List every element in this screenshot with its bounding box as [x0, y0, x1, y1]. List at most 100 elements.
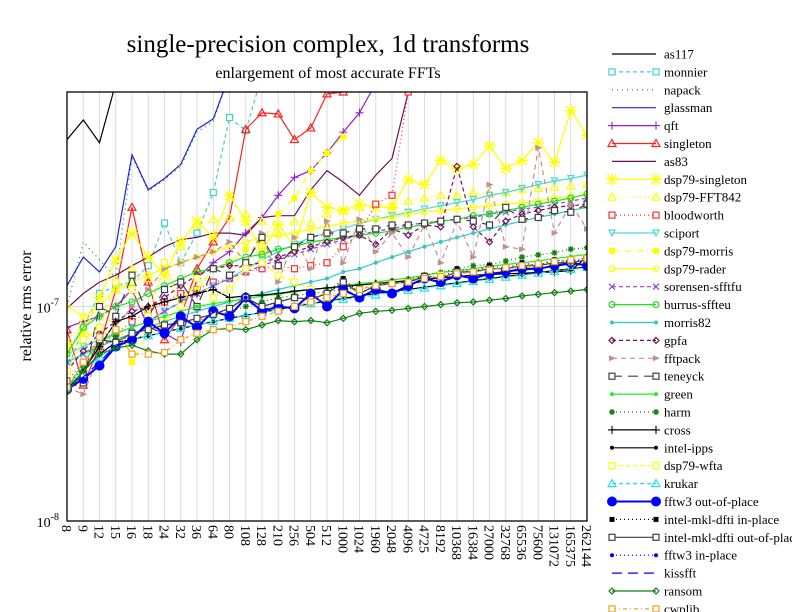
data-point [194, 254, 201, 261]
data-point [290, 287, 299, 296]
data-point [518, 199, 526, 207]
data-point [175, 241, 186, 251]
data-point [518, 184, 526, 193]
data-point [549, 266, 560, 275]
data-point [275, 279, 283, 286]
legend-item: teneyck [608, 369, 705, 384]
data-point [321, 208, 333, 218]
data-point [567, 208, 575, 216]
data-point [225, 113, 234, 122]
data-point [67, 337, 73, 347]
data-point [565, 264, 576, 273]
data-point [402, 173, 415, 186]
data-point [389, 230, 396, 237]
data-point [339, 243, 347, 251]
data-point [290, 294, 299, 302]
data-point [258, 259, 266, 267]
data-point [112, 278, 120, 286]
data-point [420, 302, 429, 311]
data-point [608, 372, 616, 380]
data-point [370, 289, 381, 299]
data-point [290, 243, 299, 251]
data-point [485, 266, 494, 274]
data-point [583, 171, 587, 180]
data-point [274, 289, 283, 298]
data-point [274, 253, 283, 261]
data-point [290, 247, 299, 256]
data-point [307, 233, 315, 241]
legend-item: sorensen-sfftfu [608, 279, 742, 294]
data-point [290, 278, 299, 286]
data-point [339, 219, 347, 227]
data-point [534, 213, 542, 222]
data-point [242, 259, 250, 267]
data-point [354, 202, 365, 211]
data-point [373, 260, 378, 265]
data-point [67, 358, 71, 366]
data-point [551, 249, 558, 256]
x-tick-label: 8 [58, 525, 73, 532]
data-point [404, 92, 412, 96]
data-point [356, 216, 364, 223]
data-point [111, 344, 120, 352]
data-point [357, 266, 362, 271]
legend-item: green [610, 387, 693, 402]
data-point [650, 138, 662, 148]
legend-item: monnier [608, 64, 708, 79]
data-point [145, 330, 152, 337]
data-point [608, 68, 616, 76]
data-point [256, 215, 268, 225]
data-point [146, 319, 151, 324]
legend-label: fftpack [664, 351, 701, 366]
legend-item: intel-mkl-dfti in-place [609, 512, 779, 527]
legend-item: krukar [606, 476, 699, 491]
legend-item: dsp79-rader [608, 261, 727, 276]
legend-item: singleton [606, 136, 712, 151]
data-point [339, 229, 347, 237]
data-point [420, 208, 429, 216]
data-point [549, 181, 560, 191]
data-point [209, 282, 218, 291]
legend-item: intel-ipps [610, 440, 713, 455]
data-point [195, 309, 199, 314]
data-point [258, 250, 266, 258]
legend-item: bloodworth [608, 208, 724, 223]
data-point [158, 269, 171, 282]
data-point [403, 195, 414, 205]
plot-frame [66, 91, 588, 522]
data-point [242, 318, 250, 326]
data-point [606, 478, 618, 488]
data-point [243, 295, 248, 300]
legend-item: kissfft [612, 566, 697, 581]
data-point [306, 242, 315, 251]
plot-area [67, 92, 587, 398]
data-point [193, 274, 201, 283]
data-point [274, 307, 282, 315]
data-point [325, 276, 329, 281]
data-point [654, 392, 658, 397]
y-tick-label: 10-8 [37, 512, 59, 531]
data-point [79, 312, 87, 320]
data-point [355, 225, 364, 233]
data-point [608, 336, 616, 345]
data-point [325, 304, 329, 309]
data-point [516, 154, 528, 167]
data-point [500, 271, 511, 281]
data-point [95, 312, 104, 320]
data-point [372, 248, 380, 255]
data-point [240, 124, 251, 133]
series-line [67, 194, 587, 318]
data-point [453, 270, 461, 278]
data-point [341, 269, 346, 274]
data-point [551, 230, 559, 237]
data-point [583, 254, 587, 262]
data-point [290, 265, 299, 273]
legend-label: sorensen-sfftfu [664, 279, 742, 294]
data-point [567, 246, 574, 253]
data-point [79, 358, 87, 366]
data-point [337, 204, 350, 217]
data-point [453, 298, 461, 307]
data-point [177, 319, 185, 327]
data-point [437, 272, 445, 281]
data-point [340, 259, 348, 266]
